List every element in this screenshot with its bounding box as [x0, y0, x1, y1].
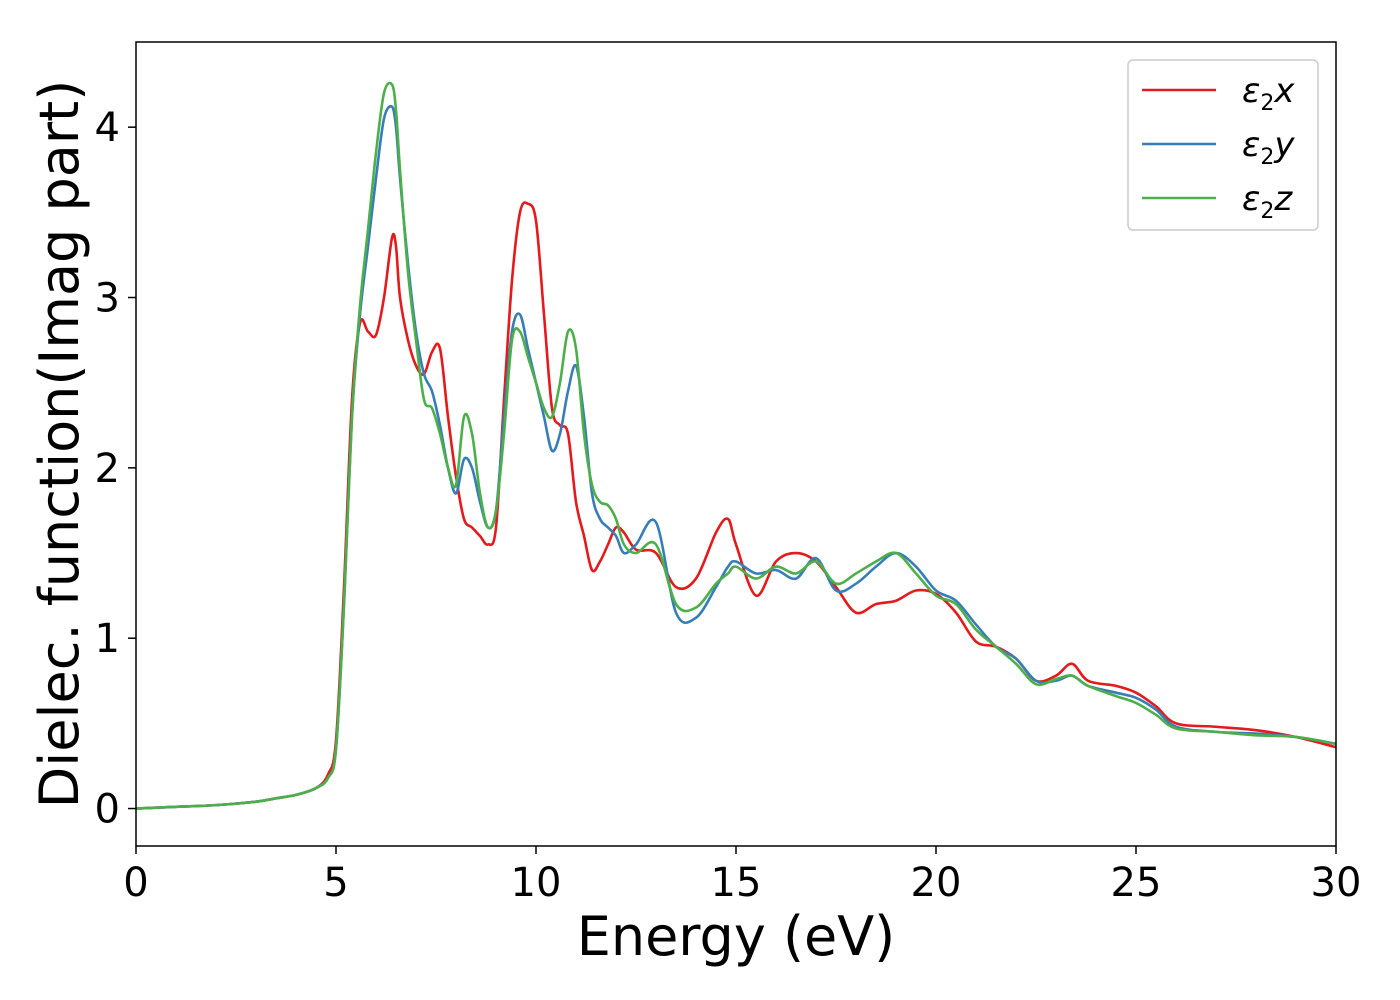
y-axis-label: Dielec. function(Imag part)	[28, 80, 91, 809]
legend-label-x: ε2x	[1242, 71, 1295, 116]
y-tick-label: 1	[95, 616, 120, 662]
x-tick-label: 0	[123, 860, 148, 906]
x-axis-label: Energy (eV)	[577, 905, 896, 968]
legend-label-y: ε2y	[1242, 125, 1295, 170]
x-tick-label: 30	[1311, 860, 1362, 906]
x-tick-label: 10	[511, 860, 562, 906]
x-tick-label: 20	[911, 860, 962, 906]
y-tick-label: 0	[95, 787, 120, 833]
plot-lines	[136, 81, 1336, 810]
series-line-y	[136, 105, 1336, 810]
x-tick-label: 15	[711, 860, 762, 906]
x-tick-label: 25	[1111, 860, 1162, 906]
x-tick-label: 5	[323, 860, 348, 906]
series-line-x	[136, 201, 1336, 810]
legend-label-z: ε2z	[1242, 179, 1293, 224]
series-line-z	[136, 81, 1336, 810]
legend: ε2x ε2y ε2z	[1127, 59, 1319, 231]
y-tick-label: 3	[95, 276, 120, 322]
y-tick-label: 2	[95, 446, 120, 492]
y-axis: 0 1 2 3 4	[95, 105, 136, 833]
legend-box	[1127, 59, 1319, 231]
x-axis: 0 5 10 15 20 25 30	[123, 846, 1361, 906]
y-tick-label: 4	[95, 105, 120, 151]
